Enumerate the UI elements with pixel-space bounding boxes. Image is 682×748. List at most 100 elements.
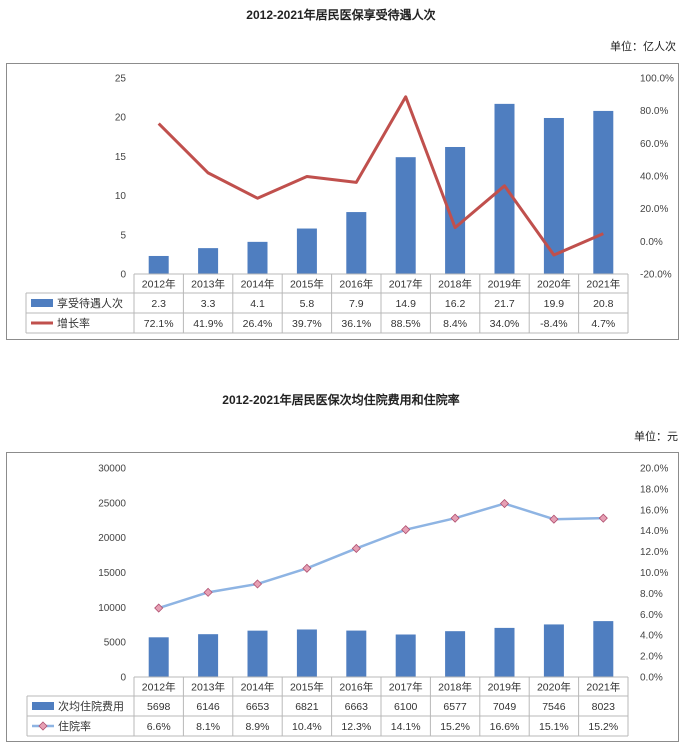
chart2-line-value-label: 15.1% bbox=[539, 721, 569, 733]
chart2-line-marker bbox=[549, 514, 559, 524]
chart1-line-value-label: 4.7% bbox=[591, 318, 615, 330]
chart1-right-tick: 0.0% bbox=[640, 237, 663, 248]
chart2-right-tick: 18.0% bbox=[640, 484, 668, 495]
chart2-bar bbox=[247, 630, 268, 677]
chart2-line-marker bbox=[499, 498, 510, 509]
chart1-line-value-label: 34.0% bbox=[490, 318, 520, 330]
chart2-bar-value-label: 7546 bbox=[542, 701, 566, 713]
chart2-bar-value-label: 8023 bbox=[592, 701, 616, 713]
chart2-right-tick: 20.0% bbox=[640, 464, 668, 475]
chart1-line-value-label: 39.7% bbox=[292, 318, 322, 330]
chart1-bar bbox=[148, 255, 169, 274]
chart2-line-marker bbox=[154, 603, 164, 613]
chart2-bar bbox=[346, 630, 367, 677]
chart2-frame bbox=[6, 452, 679, 742]
chart1-line-series bbox=[157, 95, 604, 257]
chart1-category-label: 2012年 bbox=[142, 278, 176, 291]
chart1-bar-value-label: 21.7 bbox=[494, 298, 515, 310]
chart2-category-label: 2020年 bbox=[537, 681, 571, 694]
chart2-bar-value-label: 6653 bbox=[246, 701, 270, 713]
chart2-line-value-label: 15.2% bbox=[588, 721, 618, 733]
chart2-category-label: 2016年 bbox=[339, 681, 373, 694]
chart2-line-marker bbox=[203, 587, 213, 597]
chart2-bar bbox=[198, 634, 219, 677]
chart1-unit: 单位：亿人次 bbox=[610, 41, 676, 53]
chart1-bar-value-label: 14.9 bbox=[395, 298, 416, 310]
chart2-bar-value-label: 5698 bbox=[147, 701, 171, 713]
chart1-bar-value-label: 16.2 bbox=[445, 298, 466, 310]
chart1-category-label: 2016年 bbox=[339, 278, 373, 291]
chart1-bar bbox=[198, 248, 219, 274]
chart2-bar bbox=[445, 631, 466, 677]
chart1-legend-line-label: 增长率 bbox=[57, 316, 90, 330]
chart1-bar bbox=[247, 241, 268, 274]
chart1-right-tick: -20.0% bbox=[640, 270, 672, 281]
chart2-right-tick: 16.0% bbox=[640, 505, 668, 516]
chart1-left-tick: 10 bbox=[115, 191, 127, 202]
chart1-category-label: 2020年 bbox=[537, 278, 571, 291]
chart2-line-value-label: 14.1% bbox=[391, 721, 421, 733]
chart2-right-tick: 14.0% bbox=[640, 526, 668, 537]
chart2-line-marker bbox=[302, 563, 312, 573]
chart1-legend-bar-label: 享受待遇人次 bbox=[57, 296, 123, 310]
chart1-bar bbox=[593, 110, 614, 274]
chart2-right-tick: 8.0% bbox=[640, 589, 663, 600]
chart2-line-value-label: 6.6% bbox=[147, 721, 171, 733]
chart2-category-label: 2014年 bbox=[241, 681, 275, 694]
chart2-legend-line-label: 住院率 bbox=[58, 719, 91, 733]
chart1-line-value-label: -8.4% bbox=[540, 318, 567, 330]
chart2-right-tick: 6.0% bbox=[640, 610, 663, 621]
chart2-line-marker bbox=[351, 543, 361, 554]
chart2-category-label: 2021年 bbox=[586, 681, 620, 694]
chart1-category-label: 2017年 bbox=[389, 278, 423, 291]
chart1-line-value-label: 26.4% bbox=[243, 318, 273, 330]
chart2-left-tick: 10000 bbox=[98, 603, 126, 614]
chart1-category-label: 2019年 bbox=[488, 278, 522, 291]
chart2-line-marker bbox=[252, 579, 263, 589]
chart2-bar-value-label: 6577 bbox=[443, 701, 467, 713]
chart2-line-value-label: 10.4% bbox=[292, 721, 322, 733]
chart1-line-value-label: 36.1% bbox=[341, 318, 371, 330]
chart1-right-tick: 20.0% bbox=[640, 204, 668, 215]
chart2-legend-bar-key bbox=[32, 702, 54, 710]
chart1-category-label: 2015年 bbox=[290, 278, 324, 291]
chart1-right-tick: 100.0% bbox=[640, 74, 674, 85]
chart2-category-label: 2019年 bbox=[488, 681, 522, 694]
chart2-bar-value-label: 6146 bbox=[196, 701, 220, 713]
chart2-bar-value-label: 6100 bbox=[394, 701, 418, 713]
chart1-bar-value-label: 4.1 bbox=[250, 298, 265, 310]
chart2-line-marker bbox=[450, 513, 460, 523]
chart2-right-tick: 10.0% bbox=[640, 568, 668, 579]
chart2-right-tick: 12.0% bbox=[640, 547, 668, 558]
chart2-line-value-label: 15.2% bbox=[440, 721, 470, 733]
chart1-bar bbox=[445, 146, 466, 274]
chart1-bar-value-label: 7.9 bbox=[349, 298, 364, 310]
chart2-bar-value-label: 6663 bbox=[345, 701, 369, 713]
chart2-line-value-label: 12.3% bbox=[341, 721, 371, 733]
chart2-left-tick: 20000 bbox=[98, 533, 126, 544]
chart1-line-value-label: 8.4% bbox=[443, 318, 467, 330]
chart2-bar-value-label: 7049 bbox=[493, 701, 517, 713]
chart1-category-label: 2014年 bbox=[241, 278, 275, 291]
chart1-bar-value-label: 3.3 bbox=[201, 298, 216, 310]
chart2-bar bbox=[296, 629, 317, 677]
chart1-bar-value-label: 5.8 bbox=[300, 298, 315, 310]
chart2-left-tick: 5000 bbox=[104, 638, 127, 649]
chart2-category-label: 2017年 bbox=[389, 681, 423, 694]
chart1-category-label: 2021年 bbox=[586, 278, 620, 291]
chart1-bar bbox=[395, 157, 416, 274]
chart1-right-tick: 80.0% bbox=[640, 106, 668, 117]
chart2-right-tick: 2.0% bbox=[640, 652, 663, 663]
chart2-bar bbox=[494, 627, 515, 677]
chart1-category-label: 2013年 bbox=[191, 278, 225, 291]
chart1-line-value-label: 88.5% bbox=[391, 318, 421, 330]
chart1-line-value-label: 41.9% bbox=[193, 318, 223, 330]
chart2-line-value-label: 8.9% bbox=[246, 721, 270, 733]
chart1-bar bbox=[543, 117, 564, 274]
chart1-title: 2012-2021年居民医保享受待遇人次 bbox=[246, 8, 436, 22]
chart1-left-tick: 20 bbox=[115, 113, 127, 124]
chart2-category-label: 2018年 bbox=[438, 681, 472, 694]
chart2-title: 2012-2021年居民医保次均住院费用和住院率 bbox=[222, 393, 460, 407]
